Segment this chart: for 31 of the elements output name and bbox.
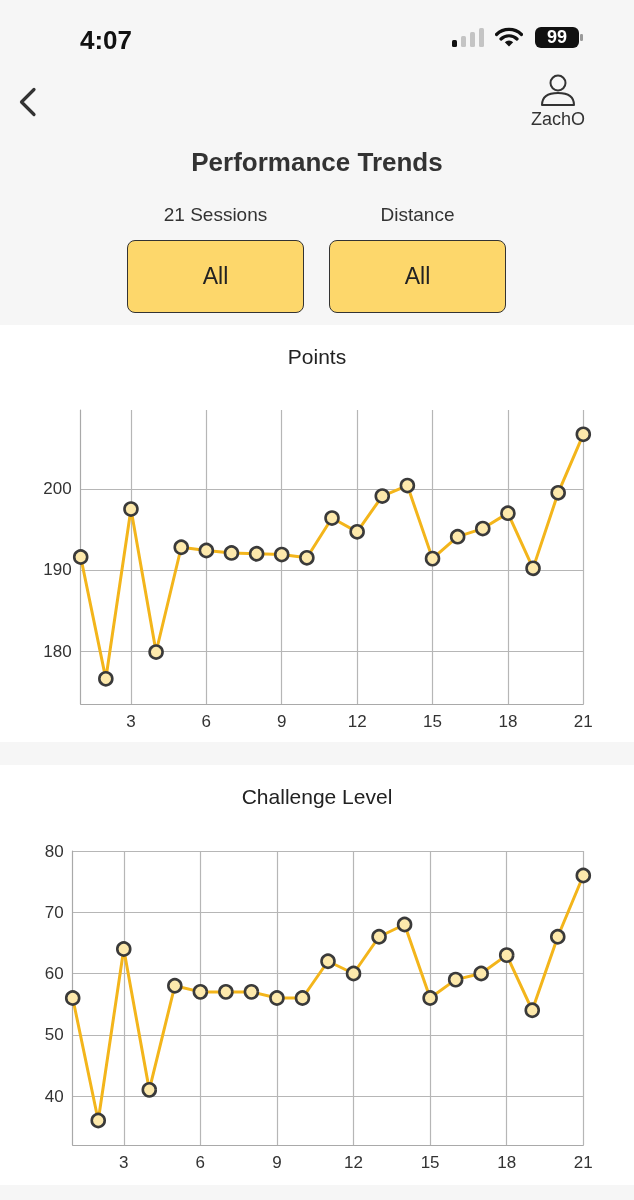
chart-title: Points [287,345,347,368]
x-tick-label: 12 [347,712,367,731]
text: Performance Trends [190,147,444,177]
x-tick-label: 6 [201,712,212,731]
text: 4:07 [80,25,133,55]
text: Distance [379,204,456,225]
x-tick-label: 21 [573,1153,593,1172]
y-tick-label: 70 [44,902,64,922]
x-tick-label: 18 [497,1153,517,1172]
y-tick-label: 40 [44,1086,64,1106]
select-button: All [329,240,506,313]
y-tick-label: 180 [43,641,72,661]
y-tick-label: 80 [44,841,64,861]
text: 21 Sessions [162,204,269,225]
x-tick-label: 6 [195,1153,206,1172]
x-tick-label: 15 [420,1153,440,1172]
text: ZachO [530,109,586,129]
y-tick-label: 60 [44,964,64,983]
x-tick-label: 15 [423,712,442,731]
y-tick-label: 190 [43,560,72,580]
y-tick-label: 50 [44,1025,64,1045]
x-tick-label: 3 [126,712,136,731]
x-tick-label: 9 [272,1153,282,1172]
x-tick-label: 21 [573,712,593,731]
y-tick-label: 200 [43,479,72,499]
x-tick-label: 12 [344,1153,363,1172]
chart-title: Challenge Level [241,785,393,808]
x-tick-label: 9 [277,712,287,731]
x-tick-label: 3 [119,1153,129,1172]
select-button: All [127,240,304,313]
x-tick-label: 18 [498,712,518,731]
